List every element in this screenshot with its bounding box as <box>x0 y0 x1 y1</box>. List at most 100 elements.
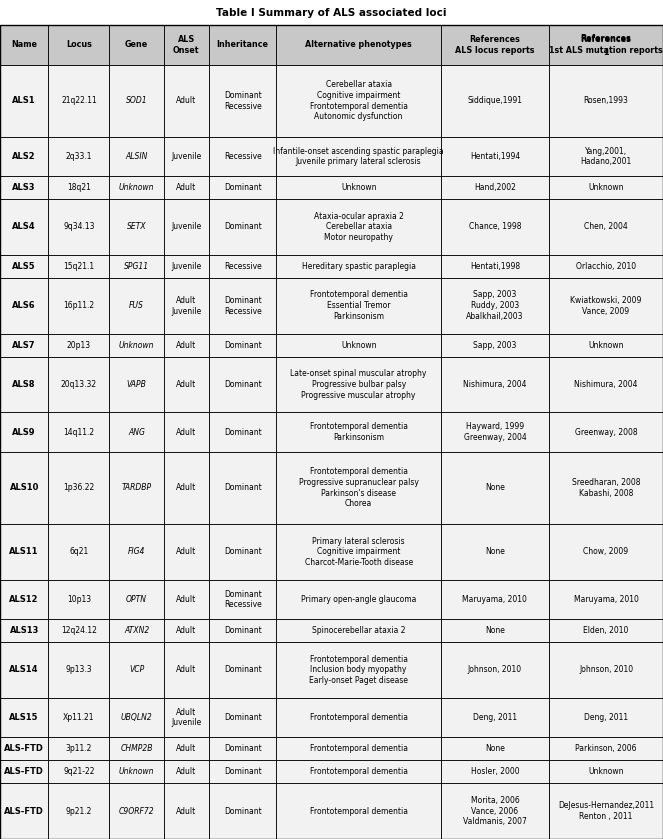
Bar <box>0 580 48 619</box>
Bar <box>48 642 109 698</box>
Bar <box>276 278 441 334</box>
Text: Unknown: Unknown <box>588 341 624 350</box>
Bar <box>164 760 209 784</box>
Bar <box>109 698 164 737</box>
Text: VAPB: VAPB <box>127 380 147 389</box>
Text: ALS-FTD: ALS-FTD <box>4 806 44 816</box>
Text: ALS-FTD: ALS-FTD <box>4 744 44 753</box>
Text: ALS13: ALS13 <box>9 626 39 635</box>
Text: 2q33.1: 2q33.1 <box>66 152 92 161</box>
Text: ALS7: ALS7 <box>13 341 36 350</box>
Bar <box>276 642 441 698</box>
Text: Frontotemporal dementia
Parkinsonism: Frontotemporal dementia Parkinsonism <box>310 422 408 442</box>
Bar <box>549 357 663 413</box>
Text: Dominant: Dominant <box>224 341 261 350</box>
Bar <box>48 524 109 580</box>
Text: Spinocerebellar ataxia 2: Spinocerebellar ataxia 2 <box>312 626 406 635</box>
Bar <box>48 580 109 619</box>
Bar <box>109 199 164 255</box>
Bar <box>441 413 549 451</box>
Text: Maruyama, 2010: Maruyama, 2010 <box>573 595 638 604</box>
Text: Frontotemporal dementia: Frontotemporal dementia <box>310 713 408 722</box>
Bar <box>48 278 109 334</box>
Text: Adult: Adult <box>176 806 196 816</box>
Text: None: None <box>485 483 505 492</box>
Text: 3p11.2: 3p11.2 <box>66 744 92 753</box>
Text: Parkinson, 2006: Parkinson, 2006 <box>575 744 636 753</box>
Text: Adult: Adult <box>176 767 196 776</box>
Text: SETX: SETX <box>127 222 147 232</box>
Text: ALS8: ALS8 <box>13 380 36 389</box>
Bar <box>441 760 549 784</box>
Bar <box>441 25 549 65</box>
Text: Dominant
Recessive: Dominant Recessive <box>224 296 261 315</box>
Bar <box>276 25 441 65</box>
Bar <box>0 255 48 278</box>
Text: 16p11.2: 16p11.2 <box>64 301 94 310</box>
Bar <box>0 334 48 357</box>
Bar <box>164 25 209 65</box>
Bar <box>109 278 164 334</box>
Text: FIG4: FIG4 <box>128 547 145 556</box>
Bar <box>549 334 663 357</box>
Bar <box>441 451 549 524</box>
Text: CHMP2B: CHMP2B <box>120 744 153 753</box>
Bar <box>164 737 209 760</box>
Bar <box>0 619 48 642</box>
Bar <box>549 451 663 524</box>
Text: Yang,2001,
Hadano,2001: Yang,2001, Hadano,2001 <box>580 147 632 166</box>
Text: 21q22.11: 21q22.11 <box>61 96 97 105</box>
Bar <box>441 137 549 176</box>
Bar <box>109 619 164 642</box>
Bar <box>441 784 549 839</box>
Text: Adult: Adult <box>176 547 196 556</box>
Text: Rosen,1993: Rosen,1993 <box>583 96 629 105</box>
Text: Primary lateral sclerosis
Cognitive impairment
Charcot-Marie-Tooth disease: Primary lateral sclerosis Cognitive impa… <box>304 537 413 567</box>
Bar <box>441 619 549 642</box>
Text: None: None <box>485 626 505 635</box>
Text: OPTN: OPTN <box>126 595 147 604</box>
Text: Late-onset spinal muscular atrophy
Progressive bulbar palsy
Progressive muscular: Late-onset spinal muscular atrophy Progr… <box>290 369 427 399</box>
Text: Dominant: Dominant <box>224 483 261 492</box>
Text: 9p13.3: 9p13.3 <box>66 665 92 675</box>
Bar <box>441 580 549 619</box>
Text: None: None <box>485 547 505 556</box>
Text: Sreedharan, 2008
Kabashi, 2008: Sreedharan, 2008 Kabashi, 2008 <box>572 478 640 498</box>
Bar <box>209 784 276 839</box>
Bar <box>549 524 663 580</box>
Bar <box>164 784 209 839</box>
Bar <box>164 176 209 199</box>
Text: ALS6: ALS6 <box>13 301 36 310</box>
Bar <box>441 334 549 357</box>
Text: ALS11: ALS11 <box>9 547 39 556</box>
Text: ALS5: ALS5 <box>13 262 36 271</box>
Text: Adult: Adult <box>176 96 196 105</box>
Text: Greenway, 2008: Greenway, 2008 <box>575 428 637 436</box>
Text: References
ALS locus reports: References ALS locus reports <box>455 35 534 55</box>
Text: Adult
Juvenile: Adult Juvenile <box>171 708 202 727</box>
Text: Maruyama, 2010: Maruyama, 2010 <box>463 595 527 604</box>
Text: Juvenile: Juvenile <box>171 222 202 232</box>
Bar <box>109 524 164 580</box>
Text: ATXN2: ATXN2 <box>124 626 149 635</box>
Bar <box>209 580 276 619</box>
Text: Hentati,1994: Hentati,1994 <box>470 152 520 161</box>
Bar <box>549 255 663 278</box>
Bar <box>48 65 109 137</box>
Bar <box>0 760 48 784</box>
Text: 9p21.2: 9p21.2 <box>66 806 92 816</box>
Bar <box>109 357 164 413</box>
Text: ANG: ANG <box>128 428 145 436</box>
Text: Hand,2002: Hand,2002 <box>474 183 516 192</box>
Text: Primary open-angle glaucoma: Primary open-angle glaucoma <box>301 595 416 604</box>
Bar <box>209 199 276 255</box>
Bar <box>164 413 209 451</box>
Bar <box>109 255 164 278</box>
Text: Gene: Gene <box>125 40 149 50</box>
Text: Nishimura, 2004: Nishimura, 2004 <box>574 380 638 389</box>
Text: Adult: Adult <box>176 744 196 753</box>
Text: Deng, 2011: Deng, 2011 <box>473 713 517 722</box>
Bar <box>48 760 109 784</box>
Text: ALSIN: ALSIN <box>125 152 148 161</box>
Bar <box>164 137 209 176</box>
